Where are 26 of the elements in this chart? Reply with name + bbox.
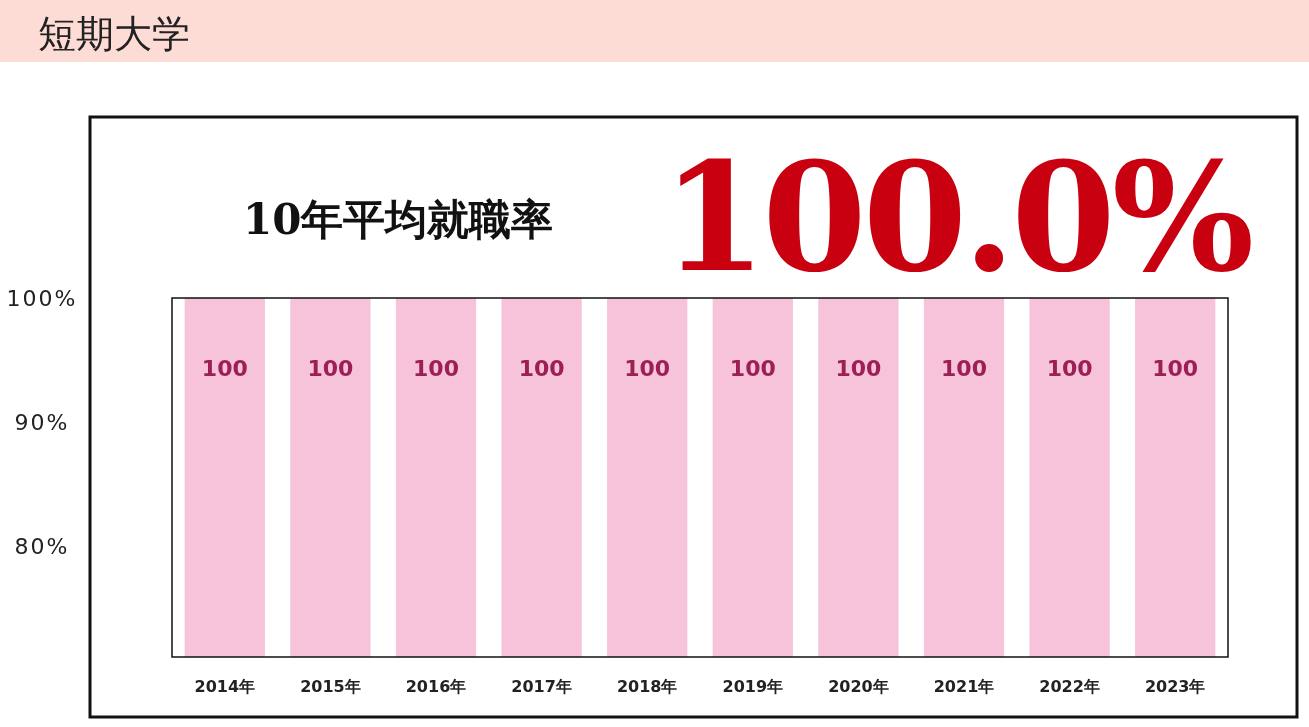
x-tick-label: 2023年 [1144, 677, 1206, 696]
x-tick-label: 2022年 [1039, 677, 1100, 696]
data-label: 100 [307, 356, 354, 381]
data-label: 100 [518, 356, 565, 381]
data-label: 100 [624, 356, 671, 381]
annotation: 100.0% [662, 129, 1251, 305]
x-tick-label: 2020年 [828, 677, 889, 696]
x-tick-label: 2014年 [194, 677, 256, 696]
chart-subtitle: 10年平均就職率 [243, 195, 554, 244]
data-label: 100 [941, 356, 987, 381]
chart-title: 短期大学 [38, 12, 190, 56]
x-tick-label: 2019年 [722, 677, 784, 696]
data-label: 100 [729, 356, 776, 381]
x-tick-label: 2017年 [511, 677, 572, 696]
x-tick-label: 2016年 [405, 677, 467, 696]
data-label: 100 [1152, 356, 1199, 381]
x-tick-label: 2015年 [300, 677, 361, 696]
x-tick-label: 2021年 [933, 677, 995, 696]
x-tick-label: 2018年 [616, 677, 678, 696]
y-tick-label: 90% [14, 409, 70, 435]
y-tick-label: 80% [14, 533, 70, 559]
data-label: 100 [1046, 356, 1093, 381]
data-label: 100 [413, 356, 459, 381]
data-label: 100 [835, 356, 882, 381]
data-label: 100 [201, 356, 248, 381]
y-tick-label: 100% [6, 286, 78, 311]
